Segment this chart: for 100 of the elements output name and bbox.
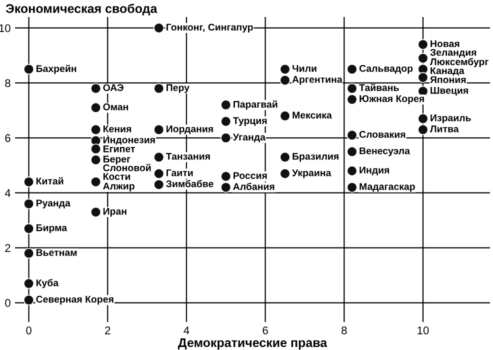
point	[23, 278, 34, 289]
point	[154, 124, 164, 135]
annotation: Словакия	[359, 130, 406, 138]
point	[90, 206, 102, 218]
x-tick-label: 8	[342, 326, 347, 334]
point	[346, 64, 358, 75]
annotation: Алжир	[103, 182, 134, 192]
annotation: Иран	[103, 208, 126, 217]
point	[346, 182, 358, 193]
point	[154, 168, 164, 179]
point	[220, 100, 232, 110]
x-tick-label: 6	[262, 326, 268, 334]
point	[90, 176, 102, 188]
point	[90, 144, 102, 154]
annotation: Турция	[233, 117, 267, 126]
annotation: Оман	[103, 103, 128, 110]
annotation: Перу	[166, 84, 190, 94]
annotation: Индонезия	[103, 136, 155, 146]
annotation: Бахрейн	[36, 64, 76, 74]
point	[90, 83, 102, 94]
y-axis-title: Экономическая свобода	[6, 4, 158, 16]
x-tick-label: 2	[105, 326, 110, 334]
annotation: Индия	[360, 166, 390, 176]
point	[154, 22, 164, 34]
x-tick-label: 4	[184, 326, 190, 334]
x-axis-title: Демократические права	[178, 338, 328, 350]
annotation: Иордания	[166, 126, 213, 134]
point	[280, 152, 290, 162]
point	[346, 83, 358, 94]
annotation: Литва	[430, 126, 459, 132]
point	[346, 94, 358, 105]
annotation: Швеция	[430, 87, 468, 96]
annotation: Канада	[430, 67, 464, 76]
point	[346, 130, 358, 140]
annotation: Украина	[292, 169, 332, 178]
point	[90, 102, 102, 114]
annotation: Танзания	[166, 152, 210, 160]
point	[154, 179, 164, 190]
point	[418, 52, 428, 64]
annotation: Зимбабве	[166, 180, 214, 188]
annotation: Руанда	[36, 200, 70, 208]
annotation: Россия	[234, 172, 267, 180]
point	[220, 132, 232, 144]
annotation: Албания	[233, 182, 274, 190]
annotation: Кения	[103, 126, 131, 132]
point	[23, 294, 34, 306]
point	[418, 39, 428, 50]
y-tick-label: 4	[4, 189, 11, 197]
point	[154, 83, 164, 94]
point	[418, 72, 428, 83]
point	[154, 152, 164, 162]
point	[23, 248, 34, 259]
y-tick-label: 8	[5, 79, 10, 88]
y-tick-label: 6	[5, 134, 10, 142]
annotation: Гонконг, Сингапур	[166, 24, 253, 33]
annotation: Люксембург	[430, 58, 488, 68]
point	[90, 154, 102, 166]
annotation: Куба	[36, 279, 59, 288]
x-tick-label: 0	[26, 326, 32, 334]
annotation: Бирма	[36, 224, 68, 234]
y-tick-label: 0	[5, 299, 10, 307]
annotation: Южная Корея	[360, 95, 424, 104]
annotation: Гаити	[166, 169, 193, 176]
point	[23, 64, 34, 75]
point	[220, 171, 232, 182]
annotation: Вьетнам	[36, 249, 77, 256]
annotation: Израиль	[430, 114, 471, 124]
annotation: Мексика	[292, 112, 332, 119]
y-tick-label: 2	[5, 244, 10, 252]
annotation: Мадагаскар	[360, 183, 415, 192]
annotation: Парагвай	[234, 100, 278, 110]
point	[23, 198, 34, 210]
point	[346, 166, 358, 176]
point	[418, 113, 428, 124]
annotation: Китай	[36, 177, 64, 185]
annotation: Берег Слоновой Кости	[103, 156, 151, 180]
annotation: Северная Корея	[36, 296, 114, 305]
point	[280, 168, 290, 179]
point	[220, 182, 232, 193]
point	[346, 146, 358, 157]
point	[418, 124, 428, 135]
annotation: Венесуэла	[360, 147, 410, 156]
point	[90, 124, 102, 135]
point	[280, 74, 290, 86]
annotation: Япония	[430, 76, 466, 84]
point	[280, 64, 290, 75]
point	[280, 110, 290, 122]
annotation: Бразилия	[292, 152, 338, 162]
annotation: Новая Зеландия	[430, 40, 476, 58]
point	[23, 176, 34, 188]
point	[220, 116, 232, 127]
x-tick-label: 10	[418, 326, 429, 334]
annotation: Уганда	[232, 134, 266, 142]
annotation: Сальвадор	[359, 64, 413, 74]
annotation: Тайвань	[359, 84, 399, 92]
point	[23, 223, 34, 234]
annotation: Чили	[292, 65, 316, 72]
annotation: Аргентина	[292, 76, 342, 85]
annotation: ОАЭ	[103, 84, 124, 92]
annotation: Египет	[103, 146, 135, 152]
